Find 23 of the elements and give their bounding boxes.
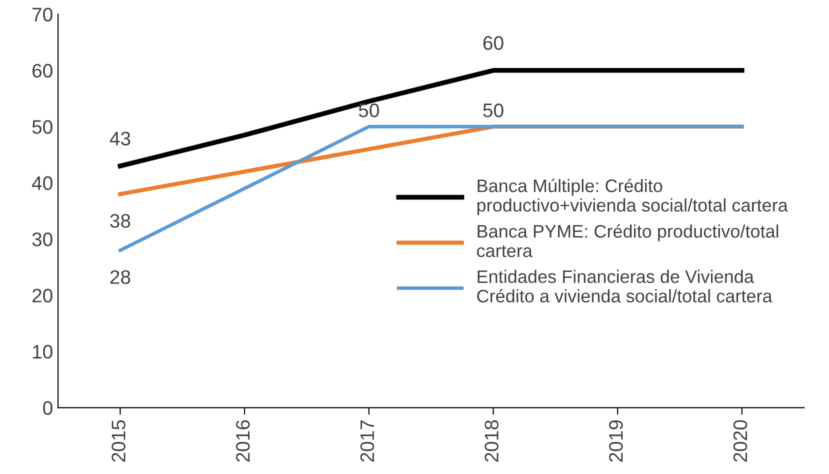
data-label: 43	[110, 132, 130, 146]
x-tick-label: 2020	[733, 420, 748, 462]
y-tick-label: 10	[33, 344, 52, 359]
data-label: 50	[358, 103, 379, 118]
y-tick-label: 30	[32, 232, 52, 246]
legend-label: Banca Múltiple: Crédito productivo+vivienda social/total cartera	[477, 178, 788, 216]
x-tick-label: 2018	[484, 420, 498, 462]
legend-label: Entidades Financieras de Vivienda Crédito a vivienda social/total cartera	[477, 270, 772, 302]
x-tick-label: 2019	[609, 420, 623, 462]
y-tick-label: 20	[32, 288, 52, 302]
y-tick-label: 60	[32, 64, 52, 78]
y-tick-label: 40	[32, 176, 52, 190]
legend-label: Banca PYME: Crédito productivo/total cartera	[477, 224, 778, 258]
y-tick-label: 70	[32, 8, 52, 22]
data-label: 38	[110, 214, 130, 228]
y-tick-label: 50	[32, 120, 52, 134]
data-label: 28	[110, 270, 130, 284]
x-tick-label: 2017	[360, 420, 374, 462]
data-label: 50	[483, 103, 504, 118]
x-tick-label: 2015	[112, 420, 126, 462]
data-label: 60	[483, 36, 504, 50]
x-tick-label: 2016	[236, 420, 250, 462]
y-tick-label: 0	[43, 401, 52, 415]
